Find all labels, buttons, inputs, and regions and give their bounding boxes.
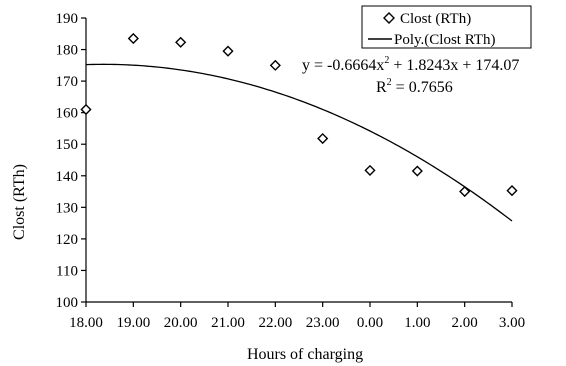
x-tick-label: 22.00 xyxy=(258,315,292,331)
x-tick-label: 0.00 xyxy=(357,315,383,331)
x-tick-label: 2.00 xyxy=(452,315,478,331)
x-tick-label: 21.00 xyxy=(211,315,245,331)
svg-text:y = -0.6664x2 + 1.8243x + 174.: y = -0.6664x2 + 1.8243x + 174.07 xyxy=(302,55,519,74)
x-tick-label: 19.00 xyxy=(116,315,150,331)
y-tick-label: 110 xyxy=(56,263,78,279)
data-point-diamond xyxy=(411,165,423,177)
r2-exponent: 2 xyxy=(387,77,392,88)
y-tick-label: 130 xyxy=(56,200,79,216)
y-axis-ticks: 100 110 120 130 140 150 160 170 180 190 xyxy=(56,11,86,311)
data-point-diamond xyxy=(269,59,281,71)
y-tick-label: 170 xyxy=(56,74,79,90)
trend-equation: y = -0.6664x2 + 1.8243x + 174.07 R2 = 0.… xyxy=(302,55,519,96)
legend-label-trend: Poly.(Clost RTh) xyxy=(394,32,495,48)
equation-lhs: y = -0.6664x xyxy=(302,57,384,74)
y-axis-label: Clost (RTh) xyxy=(11,164,28,240)
r2-rhs: = 0.7656 xyxy=(392,79,453,96)
x-tick-label: 20.00 xyxy=(164,315,198,331)
equation-exponent: 2 xyxy=(384,55,389,66)
x-tick-label: 3.00 xyxy=(499,315,525,331)
svg-text:R2 = 0.7656: R2 = 0.7656 xyxy=(376,77,453,96)
y-tick-label: 120 xyxy=(56,232,79,248)
legend-box xyxy=(361,5,532,49)
y-tick-label: 150 xyxy=(56,137,79,153)
y-tick-label: 180 xyxy=(56,43,79,59)
y-tick-label: 140 xyxy=(56,169,79,185)
data-point-diamond xyxy=(317,132,329,145)
y-tick-label: 100 xyxy=(56,295,79,311)
data-points xyxy=(80,32,518,198)
data-point-diamond xyxy=(459,185,471,198)
legend: Clost (RTh) Poly.(Clost RTh) xyxy=(361,5,532,49)
data-point-diamond xyxy=(175,36,187,48)
data-point-diamond xyxy=(80,103,92,116)
legend-diamond-marker xyxy=(383,12,395,24)
polynomial-trendline xyxy=(85,63,513,222)
x-tick-label: 1.00 xyxy=(404,315,430,331)
x-axis-ticks: 18.00 19.00 20.00 21.00 22.00 23.00 0.00 1.00 2.… xyxy=(69,302,525,331)
data-point-diamond xyxy=(506,185,518,197)
legend-label-points: Clost (RTh) xyxy=(400,11,471,27)
x-tick-label: 23.00 xyxy=(306,315,340,331)
equation-rhs: + 1.8243x + 174.07 xyxy=(389,57,519,74)
data-point-diamond xyxy=(222,45,234,57)
x-axis-label: Hours of charging xyxy=(247,346,363,363)
r2-lhs: R xyxy=(376,79,387,96)
y-tick-label: 160 xyxy=(56,106,79,122)
data-point-diamond xyxy=(364,164,376,177)
data-point-diamond xyxy=(127,32,139,45)
x-tick-label: 18.00 xyxy=(69,315,103,331)
y-tick-label: 190 xyxy=(56,11,79,27)
